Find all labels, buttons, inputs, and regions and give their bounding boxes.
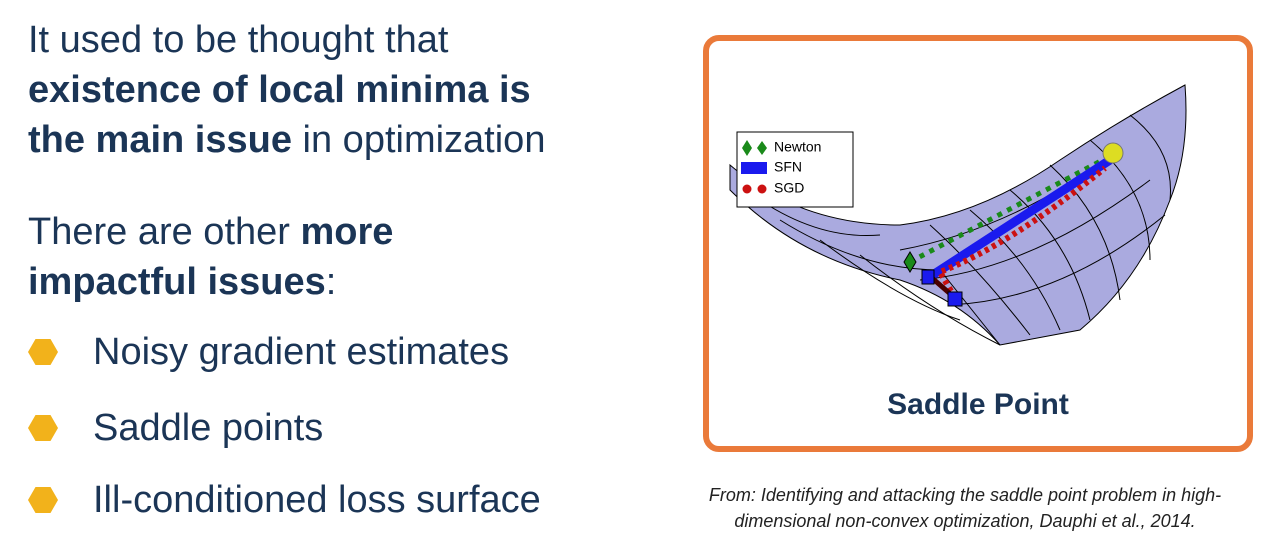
legend-label: Newton	[774, 139, 821, 155]
newton-end	[903, 251, 917, 273]
sfn-end	[921, 269, 935, 285]
bold-text: existence of local minima is	[28, 69, 531, 111]
bold-text: impactful issues	[28, 261, 326, 303]
intro: It used to be thought that existence of l…	[28, 15, 545, 165]
text: in optimization	[302, 119, 546, 161]
bullet-icon	[28, 415, 58, 441]
legend-newton	[742, 140, 767, 156]
figure-caption: Saddle Point	[887, 388, 1069, 421]
legend-sgd	[742, 184, 752, 194]
bold-text: more	[300, 211, 394, 253]
figure-frame	[703, 35, 1253, 452]
saddle-surface	[729, 84, 1187, 346]
legend-label: SFN	[774, 159, 802, 175]
second: There are other more impactful issues:	[28, 207, 393, 307]
text: It used to be thought that	[28, 19, 449, 61]
mesh	[759, 114, 1171, 346]
bold-text: the main issue	[28, 119, 292, 161]
legend-sfn	[741, 162, 767, 174]
legend-label: SGD	[774, 180, 804, 196]
bullet-icon	[28, 339, 58, 365]
bullet: Noisy gradient estimates	[93, 331, 510, 373]
start-point	[1102, 142, 1124, 164]
bullet: Saddle points	[93, 407, 324, 449]
citation: dimensional non-convex optimization, Dau…	[734, 511, 1196, 531]
newton-path	[908, 152, 1114, 265]
sfn-path	[925, 156, 1113, 282]
legend-sgd	[757, 184, 767, 194]
text: :	[325, 261, 337, 303]
bullet: Ill-conditioned loss surface	[93, 479, 541, 521]
bullet-icon	[28, 487, 58, 513]
text: There are other	[28, 211, 290, 253]
sgd-end	[947, 291, 963, 307]
citation: From: Identifying and attacking the sadd…	[708, 485, 1222, 505]
sgd-path	[935, 165, 1107, 300]
